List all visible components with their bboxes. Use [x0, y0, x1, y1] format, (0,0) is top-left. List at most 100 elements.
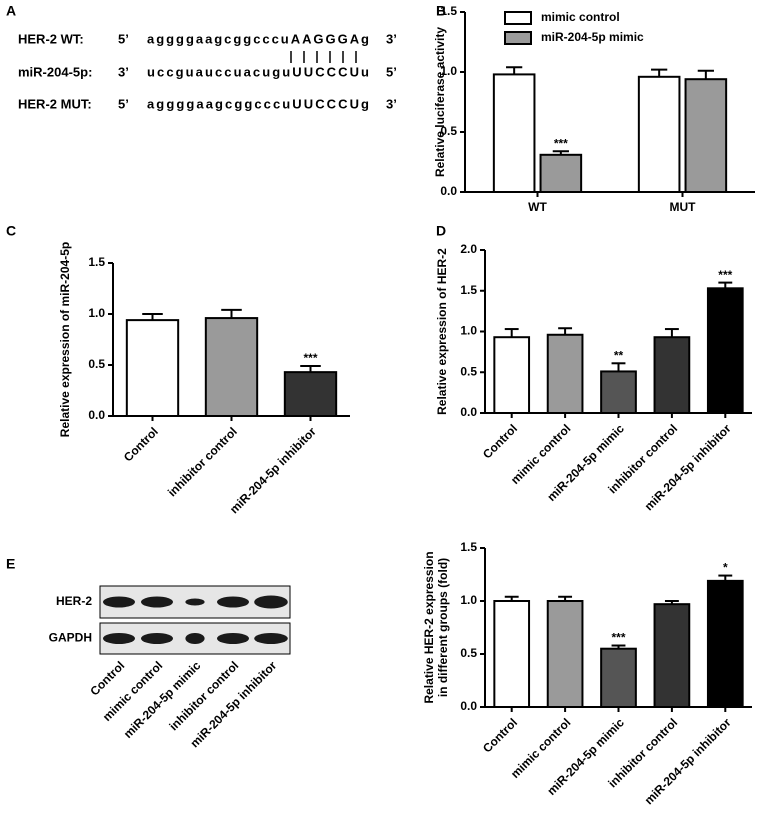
y-tick-label: 1.5 [460, 540, 477, 554]
x-tick-label: miR-204-5p inhibitor [227, 424, 319, 516]
error-bar [504, 328, 519, 338]
y-tick-label: 0.0 [460, 405, 477, 419]
error-bar [718, 574, 733, 581]
error-bar [504, 595, 519, 601]
error-bar [558, 327, 573, 335]
bar [600, 370, 637, 414]
y-axis-label: Relative expression of miR-204-5p [58, 242, 72, 437]
error-bar [300, 365, 321, 373]
x-tick-label: Control [480, 421, 520, 461]
y-tick-label: 1.0 [88, 306, 105, 320]
x-tick-label: MUT [670, 200, 697, 214]
sequence: uccguauccuacuguUUCCCUu [147, 64, 369, 79]
blot-band [103, 633, 135, 644]
x-tick-label: inhibitor control [165, 424, 240, 499]
sequence: aggggaagcggcccuAAGGGAg [147, 31, 369, 46]
panel-label: E [6, 556, 15, 572]
error-bar [552, 150, 569, 155]
bar [493, 336, 531, 414]
bar [546, 600, 584, 708]
bar [684, 78, 728, 193]
sequence-label: HER-2 MUT: [18, 96, 92, 111]
sequence-start: 3’ [118, 64, 129, 79]
error-bar [506, 66, 523, 75]
error-bar [651, 68, 668, 77]
legend-label: mimic control [541, 10, 620, 24]
y-tick-label: 0.0 [460, 699, 477, 713]
blot-row-label: GAPDH [49, 631, 92, 645]
sequence-end: 3’ [386, 31, 397, 46]
panel-label: A [6, 3, 16, 19]
blot-band [141, 596, 173, 608]
blot-band [185, 633, 205, 644]
y-tick-label: 1.5 [460, 283, 477, 297]
y-axis-label: Relative expression of HER-2 [435, 248, 449, 415]
y-tick-label: 0.0 [88, 408, 105, 422]
error-bar [697, 69, 714, 80]
blot-band [185, 598, 205, 606]
y-tick-label: 1.5 [440, 4, 457, 18]
blot-band [254, 595, 288, 609]
bar [546, 333, 584, 415]
bar [283, 371, 338, 418]
y-tick-label: 2.0 [460, 242, 477, 256]
y-tick-label: 0.5 [460, 646, 477, 660]
panel-label: D [436, 223, 446, 239]
blot-band [217, 596, 249, 608]
blot-row-label: HER-2 [56, 594, 92, 608]
significance: *** [611, 631, 625, 645]
x-tick-label: WT [528, 200, 547, 214]
bar [204, 317, 259, 417]
error-bar [718, 281, 733, 289]
sequence-end: 5’ [386, 64, 397, 79]
error-bar [664, 600, 679, 605]
bar [492, 73, 536, 193]
sequence-start: 5’ [118, 96, 129, 111]
panel-label: B [436, 3, 446, 19]
error-bar [664, 328, 679, 338]
legend-swatch [504, 31, 532, 45]
y-axis-label: Relative HER-2 expression [422, 551, 436, 703]
significance: * [723, 561, 728, 575]
blot-band [141, 633, 173, 644]
sequence-label: miR-204-5p: [18, 64, 92, 79]
error-bar [221, 308, 242, 319]
bar [653, 336, 691, 414]
error-bar [558, 595, 573, 601]
legend-swatch [504, 11, 532, 25]
bar [637, 75, 681, 193]
y-tick-label: 0.5 [440, 124, 457, 138]
bar [600, 647, 637, 709]
x-tick-label: Control [480, 715, 520, 755]
y-tick-label: 0.5 [460, 364, 477, 378]
y-axis-label: in different groups (fold) [436, 558, 450, 697]
sequence: aggggaagcggcccuUUCCCUg [147, 96, 369, 111]
blot-band [103, 596, 135, 608]
bar [125, 319, 180, 417]
y-tick-label: 1.0 [460, 593, 477, 607]
lane-label: inhibitor control [166, 658, 241, 733]
y-axis-label: Relative luciferase activity [433, 27, 447, 177]
y-tick-label: 1.0 [440, 64, 457, 78]
error-bar [611, 362, 626, 372]
y-tick-label: 0.5 [88, 357, 105, 371]
sequence-start: 5’ [118, 31, 129, 46]
sequence-label: HER-2 WT: [18, 31, 84, 46]
sequence-end: 3’ [386, 96, 397, 111]
significance: *** [554, 136, 568, 150]
bar [706, 287, 744, 414]
blot-band [217, 633, 249, 644]
blot-band [254, 633, 288, 644]
panel-label: C [6, 223, 16, 239]
error-bar [142, 313, 163, 321]
x-tick-label: Control [121, 424, 161, 464]
bar [493, 600, 531, 708]
y-tick-label: 1.5 [88, 255, 105, 269]
significance: *** [718, 268, 732, 282]
significance: ** [614, 348, 624, 362]
pairing-lines [290, 51, 357, 63]
bar [706, 579, 744, 708]
error-bar [611, 644, 626, 649]
significance: *** [303, 351, 317, 365]
